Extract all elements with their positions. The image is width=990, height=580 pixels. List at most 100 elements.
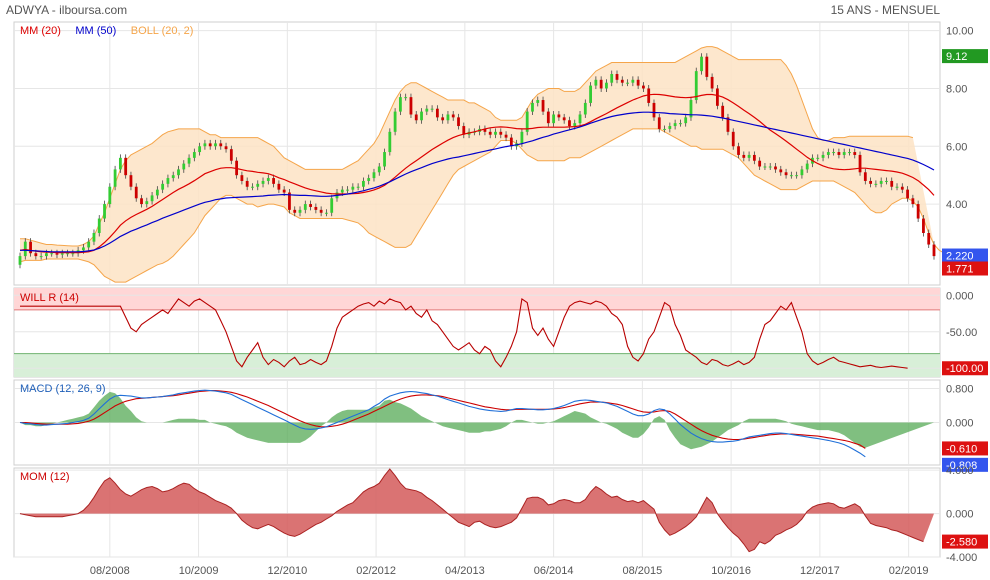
candle [546, 111, 550, 124]
macd-label: MACD (12, 26, 9) [20, 383, 106, 395]
x-tick-label: 12/2010 [267, 565, 307, 577]
candle [92, 232, 96, 242]
candle [362, 180, 365, 187]
macd-badge-signal: -0.610 [942, 441, 988, 456]
legend-entry-0: MM (20) [20, 25, 61, 37]
candle [155, 189, 159, 196]
candle [774, 166, 777, 170]
candle [325, 212, 328, 214]
candle [694, 71, 698, 101]
candle [922, 218, 925, 233]
price-badge-1: 2.220 [942, 248, 988, 263]
candle [103, 204, 106, 219]
candle [45, 253, 48, 257]
badge-text: -100.00 [946, 363, 983, 375]
candle [573, 123, 577, 127]
badge-text: 9.12 [946, 51, 967, 63]
badge-text: 1.771 [946, 263, 974, 275]
candle [356, 186, 360, 188]
mm50-line [20, 111, 935, 253]
candle [647, 88, 651, 103]
candle [261, 180, 265, 184]
candle [150, 195, 154, 202]
x-tick-label: 04/2013 [445, 565, 485, 577]
candle [916, 204, 920, 219]
candle [393, 111, 397, 132]
candle [118, 157, 122, 170]
candle [715, 88, 719, 106]
candle [885, 180, 888, 182]
candle [435, 108, 439, 118]
candle [266, 178, 270, 181]
candle [562, 117, 566, 121]
candle [441, 117, 445, 121]
y-tick-label: 4.000 [946, 465, 974, 477]
chart-title: ADWYA - ilboursa.com [6, 3, 128, 17]
candle [900, 186, 904, 190]
candle [906, 189, 909, 199]
y-tick-label: 6.00 [946, 141, 967, 153]
candle [700, 56, 703, 72]
macd-badge-macd: -0.808 [942, 457, 988, 472]
candle [520, 131, 524, 144]
mm20-line [19, 93, 935, 254]
candle [97, 218, 101, 233]
y-tick-label: -50.00 [946, 327, 977, 339]
candle [626, 82, 629, 84]
macd-signal-line [20, 390, 866, 449]
y-tick-label: 10.00 [946, 26, 974, 38]
bollinger-upper-line [20, 46, 914, 247]
candle [589, 85, 592, 103]
price-badge-2: 1.771 [942, 261, 988, 276]
candle [372, 172, 376, 179]
legend-entry-1: MM (50) [75, 25, 116, 37]
candle [805, 163, 809, 170]
candle [346, 189, 349, 191]
candle [531, 102, 534, 112]
candle [71, 253, 75, 255]
candle [863, 172, 867, 181]
candle [457, 117, 460, 127]
candle [81, 247, 85, 251]
candle [55, 253, 59, 255]
candle [578, 114, 582, 124]
candle [768, 166, 772, 168]
candle [288, 192, 291, 210]
candle [388, 131, 392, 153]
candle [636, 79, 640, 86]
candle [747, 154, 751, 158]
y-tick-label: -4.000 [946, 552, 977, 564]
y-tick-label: 0.000 [946, 290, 974, 302]
candle [129, 175, 133, 187]
candle [377, 166, 381, 173]
willr-label: WILL R (14) [20, 292, 79, 304]
chart-period: 15 ANS - MENSUEL [830, 3, 940, 17]
candle [826, 152, 830, 155]
candle [309, 204, 312, 207]
candle [420, 111, 423, 121]
candle [557, 114, 561, 118]
candle [245, 180, 249, 187]
candle [425, 108, 429, 112]
candle [800, 169, 804, 176]
candle [663, 128, 666, 130]
badge-text: 2.220 [946, 251, 974, 263]
candle [752, 154, 756, 161]
candle [177, 169, 180, 176]
y-tick-label: 0.000 [946, 418, 974, 430]
candle [18, 256, 22, 265]
candle [890, 180, 894, 187]
candle [187, 157, 191, 164]
y-tick-label: 8.00 [946, 83, 967, 95]
y-tick-label: 0.800 [946, 384, 974, 396]
candle [182, 163, 186, 170]
candle [108, 186, 112, 205]
candle [414, 114, 418, 121]
candle [34, 253, 38, 257]
candle [742, 154, 746, 158]
candle [208, 143, 212, 147]
candle [161, 183, 165, 190]
momentum-line [19, 468, 924, 553]
x-tick-label: 08/2015 [622, 565, 662, 577]
